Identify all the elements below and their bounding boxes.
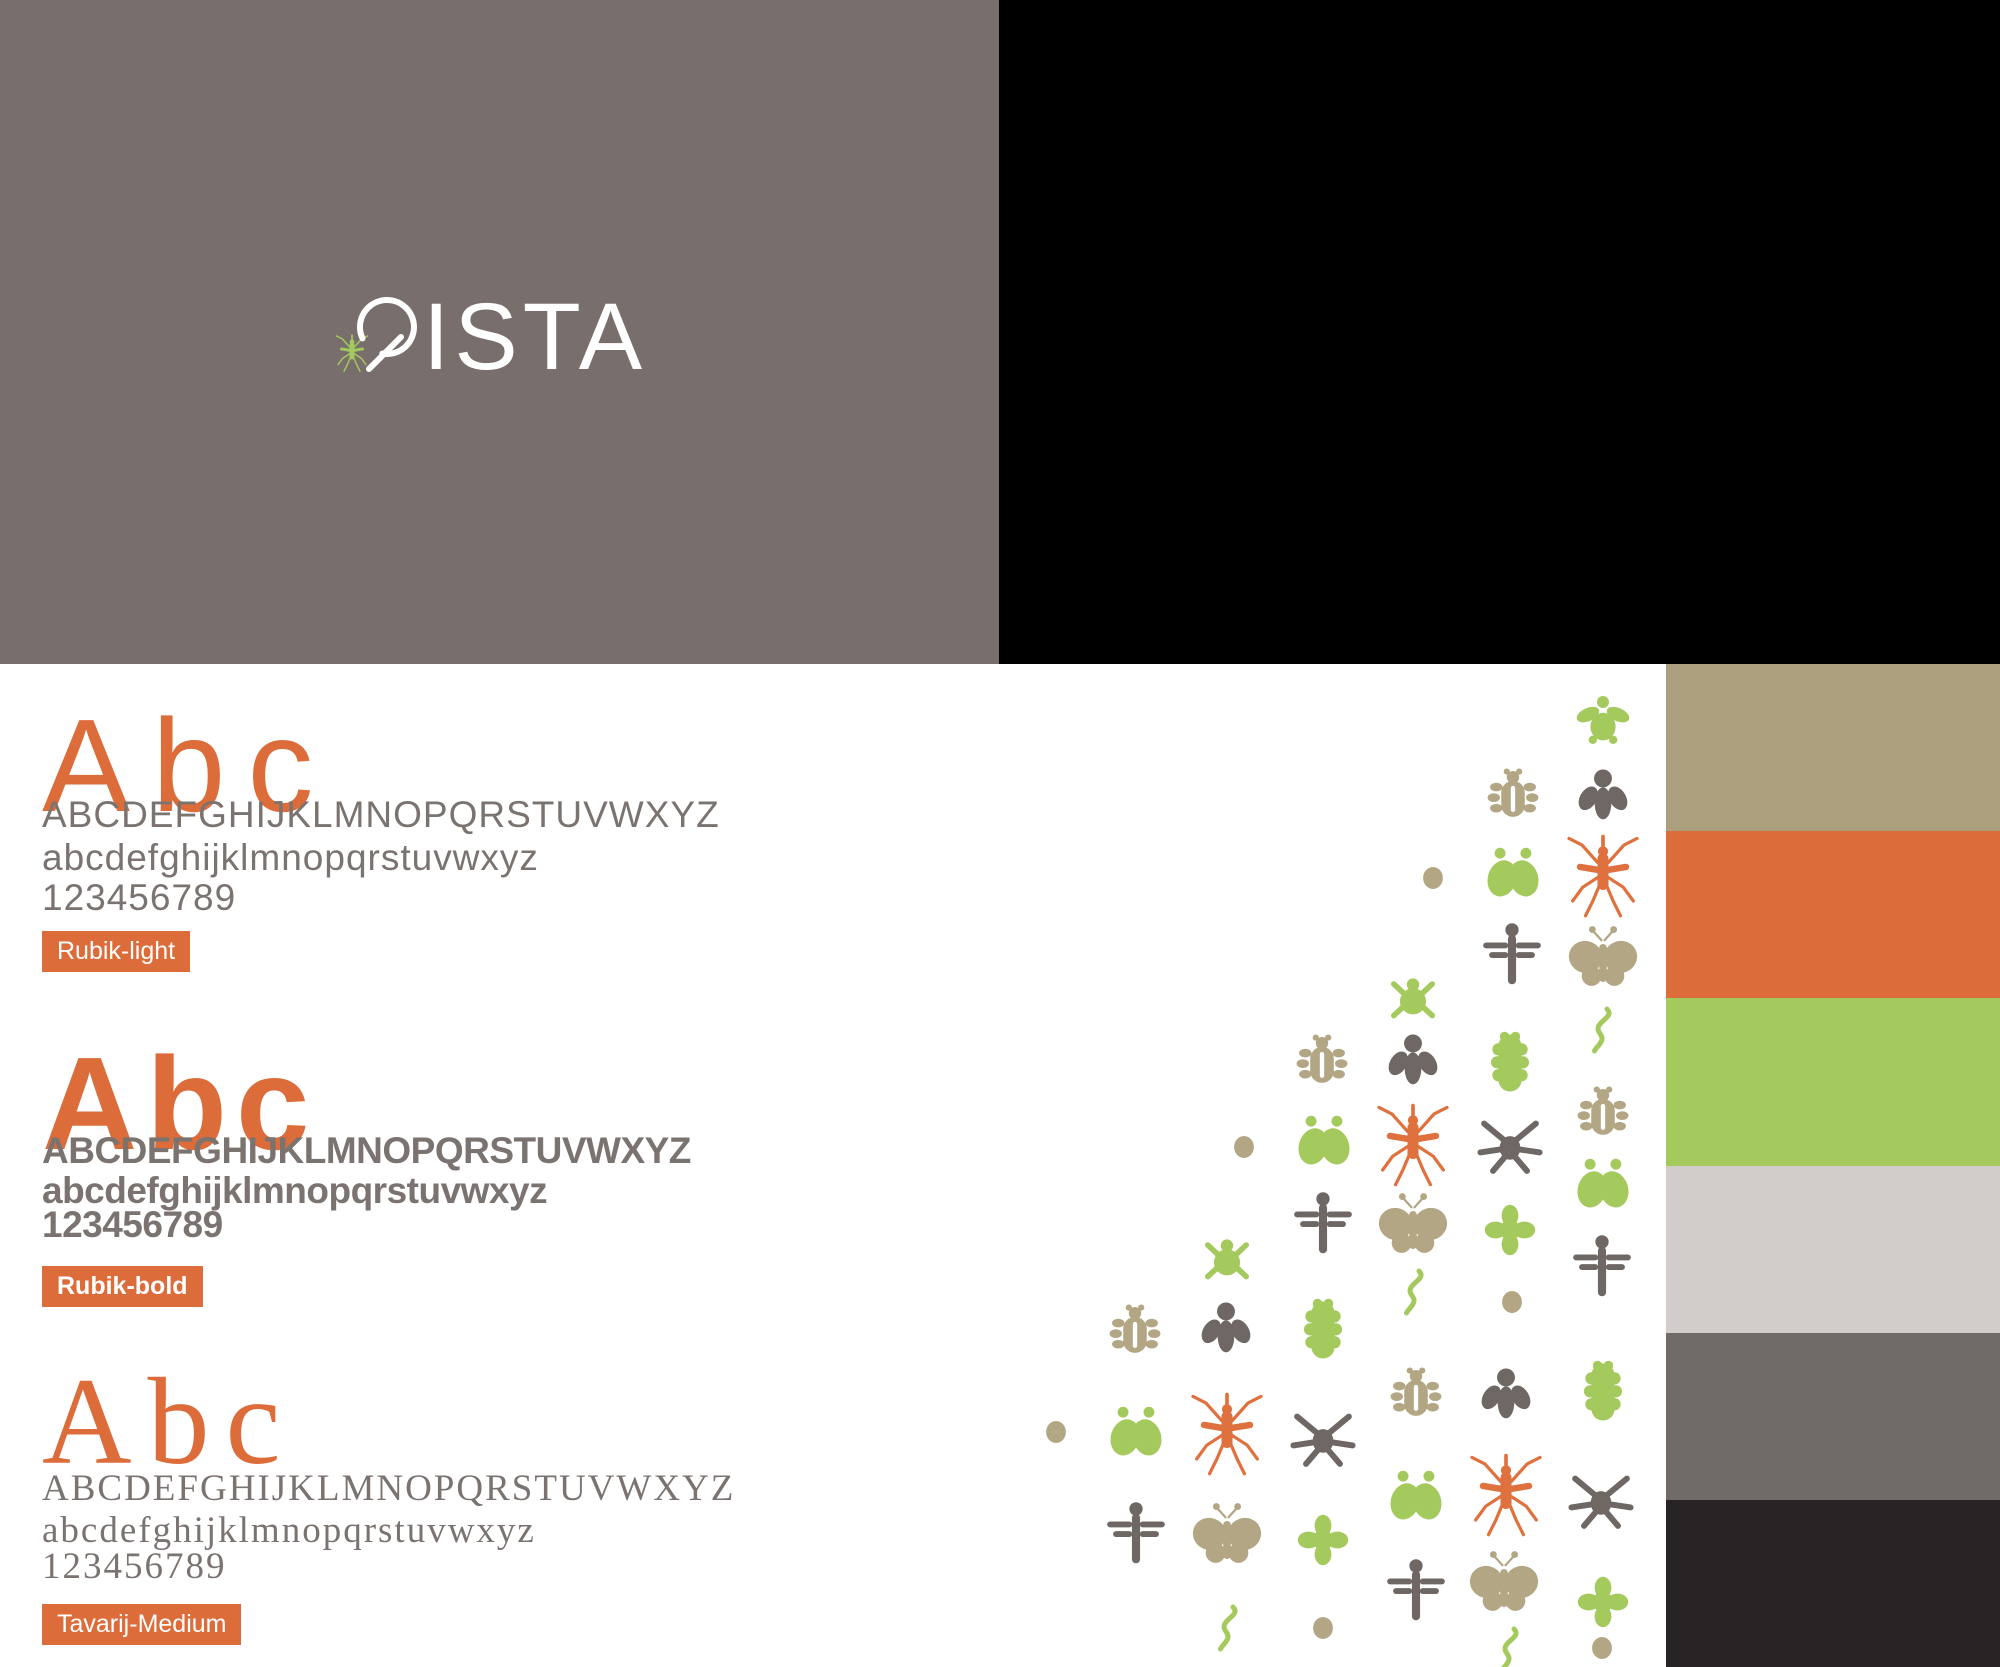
insect-icon-moth	[1571, 765, 1635, 829]
insect-icon-fly	[1573, 693, 1633, 753]
specimen-digits-light: 123456789	[42, 877, 237, 918]
specimen-uppercase-serif: ABCDEFGHIJKLMNOPQRSTUVWXYZ	[42, 1468, 736, 1509]
specimen-lowercase-light: abcdefghijklmnopqrstuvwxyz	[42, 837, 539, 878]
insect-icon-spider	[1564, 1463, 1638, 1537]
specimen-uppercase-light: ABCDEFGHIJKLMNOPQRSTUVWXYZ	[42, 794, 720, 835]
palette-swatch-light-gray	[1666, 1166, 2000, 1333]
insect-icon-moth2	[1569, 1154, 1637, 1222]
insect-icon-beetle	[1482, 766, 1544, 828]
insect-icon-caterpillar	[1476, 1029, 1544, 1097]
specimen-sample-serif: Abc	[42, 1353, 297, 1490]
logo-letters: ISTA	[423, 284, 647, 385]
specimen-lowercase-serif: abcdefghijklmnopqrstuvwxyz	[42, 1510, 536, 1551]
insect-icon-mosquito	[1460, 1451, 1552, 1543]
insect-icon-worm	[1576, 1005, 1626, 1055]
insect-icon-dragonfly	[1286, 1190, 1360, 1264]
insect-icon-dragonfly	[1475, 921, 1549, 995]
font-name-badge-rubik-bold: Rubik-bold	[42, 1266, 203, 1307]
insect-icon-mosquito	[1557, 832, 1649, 924]
insect-icon-butterfly	[1189, 1499, 1265, 1575]
specimen-sample-light: Abc	[42, 692, 336, 839]
insect-icon-dot	[1591, 1637, 1613, 1659]
custom-q-glyph	[356, 297, 417, 372]
insect-icon-butterfly	[1375, 1189, 1451, 1265]
color-palette	[1666, 664, 2000, 1667]
insect-icon-cross	[1293, 1510, 1353, 1570]
insect-icon-butterfly	[1565, 922, 1641, 998]
logo-panel-gray: ISTA	[0, 0, 999, 664]
specimen-digits-bold: 123456789	[42, 1204, 223, 1245]
insect-icon-cross	[1573, 1572, 1633, 1632]
insect-icon-caterpillar	[1569, 1358, 1637, 1426]
insect-icon-beetle	[1385, 1365, 1447, 1427]
insect-icon-moth2	[1290, 1111, 1358, 1179]
insect-icon-dot	[1501, 1291, 1523, 1313]
insect-icon-beetle	[1572, 1084, 1634, 1146]
insect-icon-cross	[1480, 1200, 1540, 1260]
font-name-badge-tavarij-medium: Tavarij-Medium	[42, 1604, 242, 1645]
insect-icon-butterfly	[1466, 1547, 1542, 1623]
qista-logo: ISTA	[335, 284, 647, 385]
specimen-uppercase-bold: ABCDEFGHIJKLMNOPQRSTUVWXYZ	[42, 1130, 691, 1171]
insect-icon-spider	[1473, 1108, 1547, 1182]
insect-icon-worm	[1483, 1625, 1533, 1667]
palette-swatch-green	[1666, 998, 2000, 1166]
specimen-lowercase-bold: abcdefghijklmnopqrstuvwxyz	[42, 1170, 548, 1211]
palette-swatch-tan	[1666, 664, 2000, 831]
logo-panel-black: ISTA	[999, 0, 2000, 664]
insect-icon-tick	[1382, 966, 1444, 1028]
insect-icon-beetle	[1291, 1032, 1353, 1094]
specimen-digits-serif: 123456789	[42, 1546, 227, 1587]
insect-icon-tick	[1196, 1227, 1258, 1289]
palette-swatch-near-black	[1666, 1500, 2000, 1667]
insect-icon-moth2	[1479, 843, 1547, 911]
insect-icon-moth	[1474, 1364, 1538, 1428]
insect-icon-mosquito	[1181, 1390, 1273, 1482]
specimen-sample-bold: Abc	[42, 1030, 319, 1177]
insect-icon-dragonfly	[1565, 1233, 1639, 1307]
insect-icon-moth2	[1102, 1402, 1170, 1470]
insect-icon-worm	[1202, 1603, 1252, 1653]
mosquito-icon	[335, 334, 369, 372]
palette-swatch-dark-gray	[1666, 1333, 2000, 1500]
insect-icon-spider	[1286, 1401, 1360, 1475]
insect-icon-dragonfly	[1099, 1500, 1173, 1574]
insect-icon-dot	[1422, 867, 1444, 889]
insect-icon-moth	[1194, 1298, 1258, 1362]
font-name-badge-rubik-light: Rubik-light	[42, 931, 191, 972]
insect-icon-beetle	[1104, 1302, 1166, 1364]
insect-icon-dot	[1233, 1136, 1255, 1158]
insect-icon-dot	[1045, 1421, 1067, 1443]
palette-swatch-orange	[1666, 831, 2000, 998]
insect-icon-moth	[1381, 1030, 1445, 1094]
insect-icon-mosquito	[1367, 1101, 1459, 1193]
insect-icon-worm	[1388, 1267, 1438, 1317]
insect-icon-dragonfly	[1379, 1557, 1453, 1631]
insect-icon-moth2	[1382, 1466, 1450, 1534]
insect-icon-caterpillar	[1289, 1296, 1357, 1364]
insect-icon-dot	[1312, 1617, 1334, 1639]
